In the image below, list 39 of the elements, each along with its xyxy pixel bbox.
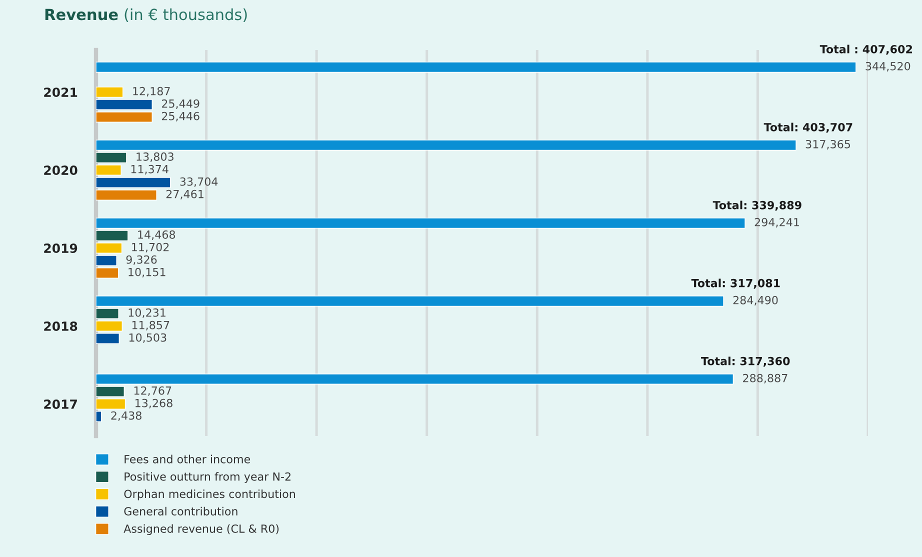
total-label: Total: 317,081 [691,278,780,289]
y-tick-label: 2021 [44,88,78,98]
data-label: 284,490 [733,296,778,306]
bar [96,62,856,73]
y-tick-label: 2018 [44,322,78,331]
legend-label: Orphan medicines contribution [124,490,295,500]
data-label: 10,151 [128,268,166,278]
data-label: 9,326 [126,255,157,265]
total-label: Total: 339,889 [712,200,802,211]
data-label: 10,503 [129,333,166,343]
data-label: 12,767 [134,386,172,396]
data-label: 2,438 [111,411,142,421]
data-label: 12,187 [133,86,170,96]
legend-label: Positive outturn from year N-2 [124,472,290,483]
y-tick-label: 2020 [44,166,78,176]
data-label: 25,449 [162,99,200,109]
data-label: 25,446 [162,112,200,122]
data-label: 317,365 [806,140,850,150]
chart-title: Revenue (in € thousands) [45,8,247,22]
data-label: 294,241 [754,218,799,228]
data-label: 344,520 [866,62,910,72]
data-label: 27,461 [166,190,204,200]
data-label: 288,887 [743,374,788,384]
legend-label: Assigned revenue (CL & R0) [124,524,279,536]
total-label: Total: 317,360 [701,356,790,367]
data-label: 11,374 [131,164,168,174]
data-label: 13,803 [136,152,174,162]
data-label: 10,231 [128,308,166,318]
legend-label: Fees and other income [124,454,250,464]
total-label: Total : 407,602 [820,44,912,55]
legend-label: General contribution [124,506,238,516]
y-tick-label: 2019 [44,244,78,253]
data-label: 11,702 [132,242,169,252]
data-label: 11,857 [132,320,170,330]
data-label: 13,268 [136,398,172,408]
y-tick-label: 2017 [44,400,77,409]
data-label: 14,468 [138,230,176,240]
total-label: Total: 403,707 [764,122,852,133]
data-label: 33,704 [180,177,218,187]
